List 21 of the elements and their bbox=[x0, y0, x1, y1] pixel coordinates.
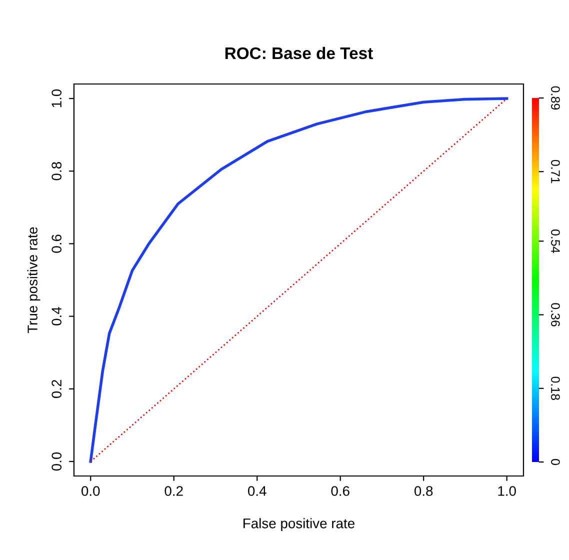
y-tick-label: 1.0 bbox=[52, 89, 62, 108]
x-tick-label: 0.4 bbox=[248, 486, 266, 496]
color-bar-label: 0.71 bbox=[551, 160, 560, 184]
y-axis-title: True positive rate bbox=[27, 227, 40, 334]
color-bar-label: 0.18 bbox=[551, 376, 560, 400]
x-axis-title: False positive rate bbox=[244, 518, 354, 532]
y-tick-label: 0.0 bbox=[52, 452, 62, 471]
x-tick-label: 0.2 bbox=[164, 486, 183, 496]
color-bar-label: 0.89 bbox=[551, 86, 560, 110]
y-tick-label: 0.4 bbox=[52, 307, 62, 326]
x-tick-label: 0.0 bbox=[82, 486, 100, 496]
color-bar-label: 0.54 bbox=[551, 229, 560, 253]
x-tick-label: 0.8 bbox=[414, 486, 433, 496]
x-tick-label: 1.0 bbox=[498, 486, 516, 496]
chart-title: ROC: Base de Test bbox=[225, 46, 373, 60]
color-bar-label: 0.36 bbox=[551, 303, 560, 326]
y-tick-label: 0.2 bbox=[52, 380, 62, 398]
color-bar-label: 0 bbox=[551, 459, 560, 465]
y-tick-label: 0.6 bbox=[52, 234, 62, 253]
y-tick-label: 0.8 bbox=[52, 162, 62, 180]
x-tick-label: 0.6 bbox=[331, 486, 350, 496]
